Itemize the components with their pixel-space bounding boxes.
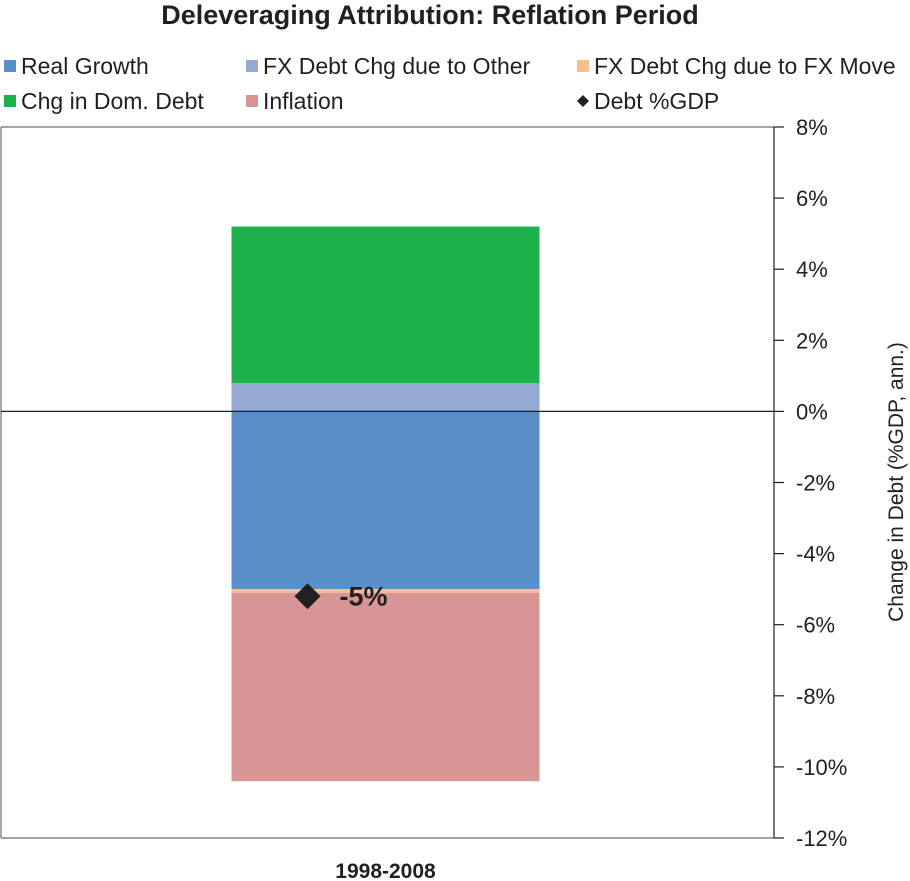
legend-label: Real Growth [21,53,149,79]
y-tick-label: 6% [796,186,828,211]
legend: Real Growth FX Debt Chg due to Other FX De… [4,53,896,114]
y-tick-label: 0% [796,399,828,424]
legend-item: Debt %GDP [577,88,719,114]
legend-label: Debt %GDP [594,88,719,114]
x-tick-label: 1998-2008 [335,860,436,881]
legend-label: FX Debt Chg due to FX Move [594,53,896,79]
y-tick-label: -4% [796,542,835,567]
y-tick-label: -12% [796,826,847,851]
data-label: -5% [340,581,388,611]
bar-segment-fx-debt-chg-due-to-other [231,382,540,412]
y-axis-label: Change in Debt (%GDP, ann.) [885,342,908,622]
legend-swatch [577,95,589,107]
legend-item: FX Debt Chg due to FX Move [577,53,896,79]
y-tick-label: 2% [796,328,828,353]
legend-item: FX Debt Chg due to Other [246,53,531,79]
legend-swatch [246,60,258,72]
y-tick-label: -8% [796,684,835,709]
legend-label: Chg in Dom. Debt [21,88,204,114]
legend-item: Chg in Dom. Debt [4,88,204,114]
legend-item: Real Growth [4,53,149,79]
marker-debt-gdp [294,583,321,610]
bar-segment-real-growth [231,411,540,590]
legend-swatch [246,95,258,107]
legend-swatch [4,95,16,107]
x-axis: 1998-2008 [335,860,436,881]
legend-swatch [577,60,589,72]
y-tick-label: -6% [796,613,835,638]
bar-segment-inflation [231,592,540,782]
chart-title: Deleveraging Attribution: Reflation Peri… [161,0,699,30]
y-axis: 8% 6% 4% 2% 0% -2% -4% -6% -8% -10% -12% [773,115,847,851]
bar-segment-chg-in-dom-debt [231,226,540,383]
legend-item: Inflation [246,88,344,114]
plot-area: -5% [0,126,774,839]
y-tick-label: -2% [796,471,835,496]
y-tick-label: -10% [796,755,847,780]
legend-label: Inflation [263,88,344,114]
bar-segment-fx-debt-chg-due-to-fx-move [231,589,540,593]
legend-swatch [4,60,16,72]
y-tick-label: 4% [796,257,828,282]
legend-label: FX Debt Chg due to Other [263,53,531,79]
y-tick-label: 8% [796,115,828,140]
plot-frame [0,126,774,839]
